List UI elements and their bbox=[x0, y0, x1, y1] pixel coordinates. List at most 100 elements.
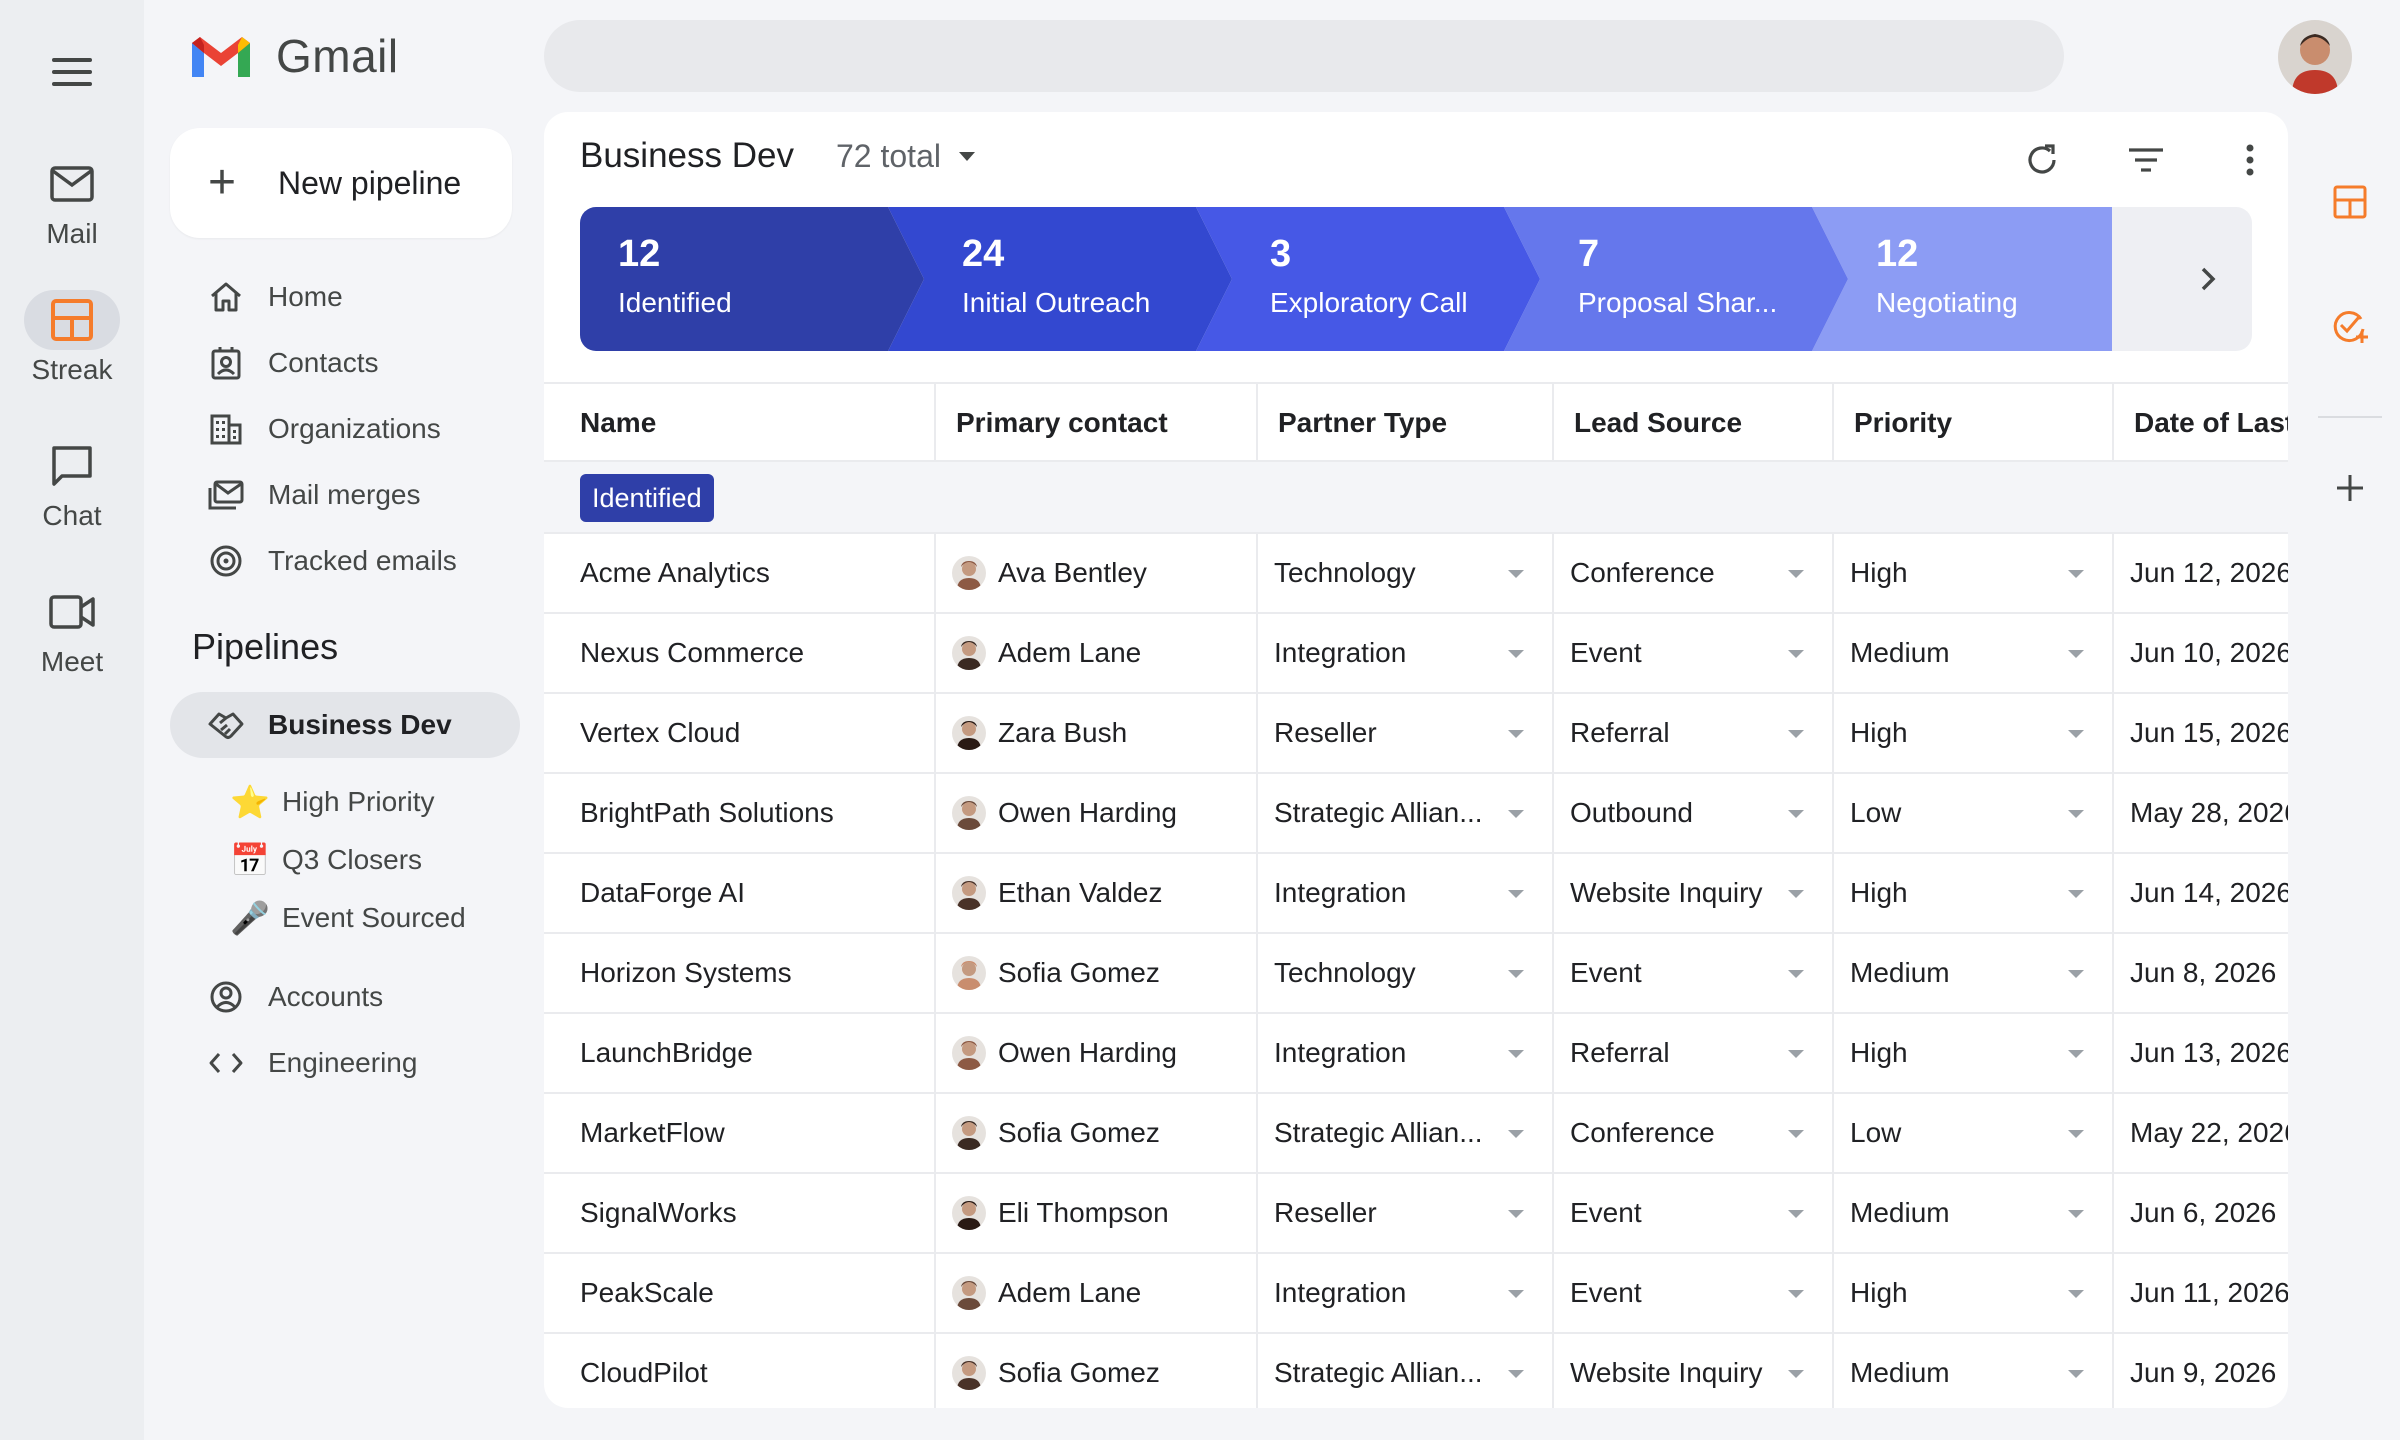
rail-item-meet[interactable]: Meet bbox=[0, 582, 144, 678]
dropdown-arrow-icon[interactable] bbox=[2068, 1370, 2084, 1378]
table-row[interactable]: CloudPilot Sofia Gomez Strategic Allian...… bbox=[544, 1334, 2288, 1408]
view-q3-closers[interactable]: 📅 Q3 Closers bbox=[228, 832, 422, 888]
table-row[interactable]: LaunchBridge Owen Harding Integration Refer… bbox=[544, 1014, 2288, 1094]
nav-item-organizations[interactable]: Organizations bbox=[170, 396, 520, 462]
table-row[interactable]: Nexus Commerce Adem Lane Integration Event M… bbox=[544, 614, 2288, 694]
column-header-primary-contact[interactable]: Primary contact bbox=[936, 384, 1258, 462]
refresh-button[interactable] bbox=[2018, 136, 2066, 184]
streak-sidebar-button[interactable] bbox=[2322, 174, 2378, 230]
cell-partner-type[interactable]: Integration bbox=[1258, 614, 1554, 692]
dropdown-arrow-icon[interactable] bbox=[1788, 730, 1804, 738]
cell-lead-source[interactable]: Website Inquiry bbox=[1554, 1334, 1834, 1408]
cell-partner-type[interactable]: Reseller bbox=[1258, 694, 1554, 772]
dropdown-arrow-icon[interactable] bbox=[1508, 1130, 1524, 1138]
table-row[interactable]: DataForge AI Ethan Valdez Integration Websi… bbox=[544, 854, 2288, 934]
dropdown-arrow-icon[interactable] bbox=[2068, 890, 2084, 898]
rail-item-mail[interactable]: Mail bbox=[0, 154, 144, 250]
dropdown-arrow-icon[interactable] bbox=[1508, 890, 1524, 898]
dropdown-arrow-icon[interactable] bbox=[1788, 1370, 1804, 1378]
column-header-priority[interactable]: Priority bbox=[1834, 384, 2114, 462]
cell-partner-type[interactable]: Technology bbox=[1258, 534, 1554, 612]
account-avatar[interactable] bbox=[2278, 20, 2352, 94]
table-row[interactable]: SignalWorks Eli Thompson Reseller Event Medi… bbox=[544, 1174, 2288, 1254]
dropdown-arrow-icon[interactable] bbox=[1508, 1050, 1524, 1058]
column-header-lead-source[interactable]: Lead Source bbox=[1554, 384, 1834, 462]
more-options-button[interactable] bbox=[2226, 136, 2274, 184]
dropdown-arrow-icon[interactable] bbox=[1508, 810, 1524, 818]
dropdown-arrow-icon[interactable] bbox=[2068, 1130, 2084, 1138]
pipeline-accounts[interactable]: Accounts bbox=[170, 964, 520, 1030]
rail-item-streak[interactable]: Streak bbox=[0, 290, 144, 386]
stage-proposal-shared[interactable]: 7 Proposal Shar... bbox=[1504, 207, 1848, 351]
stage-next-button[interactable] bbox=[2164, 207, 2252, 351]
cell-priority[interactable]: Medium bbox=[1834, 1334, 2114, 1408]
table-row[interactable]: Horizon Systems Sofia Gomez Technology Even… bbox=[544, 934, 2288, 1014]
search-bar[interactable] bbox=[544, 20, 2064, 92]
cell-partner-type[interactable]: Integration bbox=[1258, 1254, 1554, 1332]
add-addon-button[interactable] bbox=[2322, 460, 2378, 516]
nav-item-home[interactable]: Home bbox=[170, 264, 520, 330]
view-event-sourced[interactable]: 🎤 Event Sourced bbox=[228, 890, 466, 946]
dropdown-arrow-icon[interactable] bbox=[1788, 970, 1804, 978]
table-row[interactable]: Acme Analytics Ava Bentley Technology Confe… bbox=[544, 534, 2288, 614]
cell-priority[interactable]: High bbox=[1834, 694, 2114, 772]
cell-priority[interactable]: Medium bbox=[1834, 1174, 2114, 1252]
dropdown-arrow-icon[interactable] bbox=[2068, 1050, 2084, 1058]
dropdown-arrow-icon[interactable] bbox=[1508, 730, 1524, 738]
dropdown-arrow-icon[interactable] bbox=[1508, 1290, 1524, 1298]
dropdown-arrow-icon[interactable] bbox=[1508, 1370, 1524, 1378]
filter-button[interactable] bbox=[2122, 136, 2170, 184]
cell-priority[interactable]: Medium bbox=[1834, 614, 2114, 692]
cell-partner-type[interactable]: Integration bbox=[1258, 854, 1554, 932]
stage-initial-outreach[interactable]: 24 Initial Outreach bbox=[888, 207, 1232, 351]
stage-exploratory-call[interactable]: 3 Exploratory Call bbox=[1196, 207, 1540, 351]
cell-lead-source[interactable]: Event bbox=[1554, 614, 1834, 692]
column-header-partner-type[interactable]: Partner Type bbox=[1258, 384, 1554, 462]
cell-priority[interactable]: High bbox=[1834, 1014, 2114, 1092]
cell-partner-type[interactable]: Strategic Allian... bbox=[1258, 774, 1554, 852]
cell-lead-source[interactable]: Event bbox=[1554, 1254, 1834, 1332]
dropdown-arrow-icon[interactable] bbox=[2068, 570, 2084, 578]
table-row[interactable]: Vertex Cloud Zara Bush Reseller Referral Hig… bbox=[544, 694, 2288, 774]
dropdown-arrow-icon[interactable] bbox=[2068, 970, 2084, 978]
cell-partner-type[interactable]: Reseller bbox=[1258, 1174, 1554, 1252]
dropdown-arrow-icon[interactable] bbox=[2068, 810, 2084, 818]
cell-lead-source[interactable]: Outbound bbox=[1554, 774, 1834, 852]
cell-partner-type[interactable]: Integration bbox=[1258, 1014, 1554, 1092]
stage-group-badge[interactable]: Identified bbox=[580, 474, 714, 522]
nav-item-mail-merges[interactable]: Mail merges bbox=[170, 462, 520, 528]
dropdown-arrow-icon[interactable] bbox=[1788, 1210, 1804, 1218]
stage-identified[interactable]: 12 Identified bbox=[580, 207, 924, 351]
rail-item-chat[interactable]: Chat bbox=[0, 436, 144, 532]
dropdown-arrow-icon[interactable] bbox=[1508, 970, 1524, 978]
dropdown-arrow-icon[interactable] bbox=[2068, 650, 2084, 658]
total-dropdown[interactable]: 72 total bbox=[836, 138, 975, 175]
pipeline-business-dev[interactable]: Business Dev bbox=[170, 692, 520, 758]
cell-priority[interactable]: High bbox=[1834, 1254, 2114, 1332]
new-pipeline-button[interactable]: + New pipeline bbox=[170, 128, 512, 238]
cell-lead-source[interactable]: Event bbox=[1554, 934, 1834, 1012]
view-high-priority[interactable]: ⭐ High Priority bbox=[228, 774, 434, 830]
stage-negotiating[interactable]: 12 Negotiating bbox=[1812, 207, 2144, 351]
nav-item-tracked-emails[interactable]: Tracked emails bbox=[170, 528, 520, 594]
gmail-logo[interactable]: Gmail bbox=[188, 28, 399, 84]
dropdown-arrow-icon[interactable] bbox=[1508, 650, 1524, 658]
dropdown-arrow-icon[interactable] bbox=[1788, 890, 1804, 898]
nav-item-contacts[interactable]: Contacts bbox=[170, 330, 520, 396]
table-row[interactable]: PeakScale Adem Lane Integration Event High Ju… bbox=[544, 1254, 2288, 1334]
dropdown-arrow-icon[interactable] bbox=[1788, 1290, 1804, 1298]
cell-priority[interactable]: Medium bbox=[1834, 934, 2114, 1012]
tasks-sidebar-button[interactable] bbox=[2322, 298, 2378, 354]
dropdown-arrow-icon[interactable] bbox=[2068, 1290, 2084, 1298]
cell-priority[interactable]: Low bbox=[1834, 1094, 2114, 1172]
column-header-date-of-last[interactable]: Date of Last bbox=[2134, 407, 2288, 438]
dropdown-arrow-icon[interactable] bbox=[1788, 810, 1804, 818]
main-menu-icon[interactable] bbox=[48, 52, 96, 92]
dropdown-arrow-icon[interactable] bbox=[1508, 570, 1524, 578]
dropdown-arrow-icon[interactable] bbox=[1788, 650, 1804, 658]
table-row[interactable]: BrightPath Solutions Owen Harding Strategi… bbox=[544, 774, 2288, 854]
cell-lead-source[interactable]: Event bbox=[1554, 1174, 1834, 1252]
cell-partner-type[interactable]: Strategic Allian... bbox=[1258, 1094, 1554, 1172]
column-header-name[interactable]: Name bbox=[544, 384, 936, 462]
cell-priority[interactable]: High bbox=[1834, 534, 2114, 612]
